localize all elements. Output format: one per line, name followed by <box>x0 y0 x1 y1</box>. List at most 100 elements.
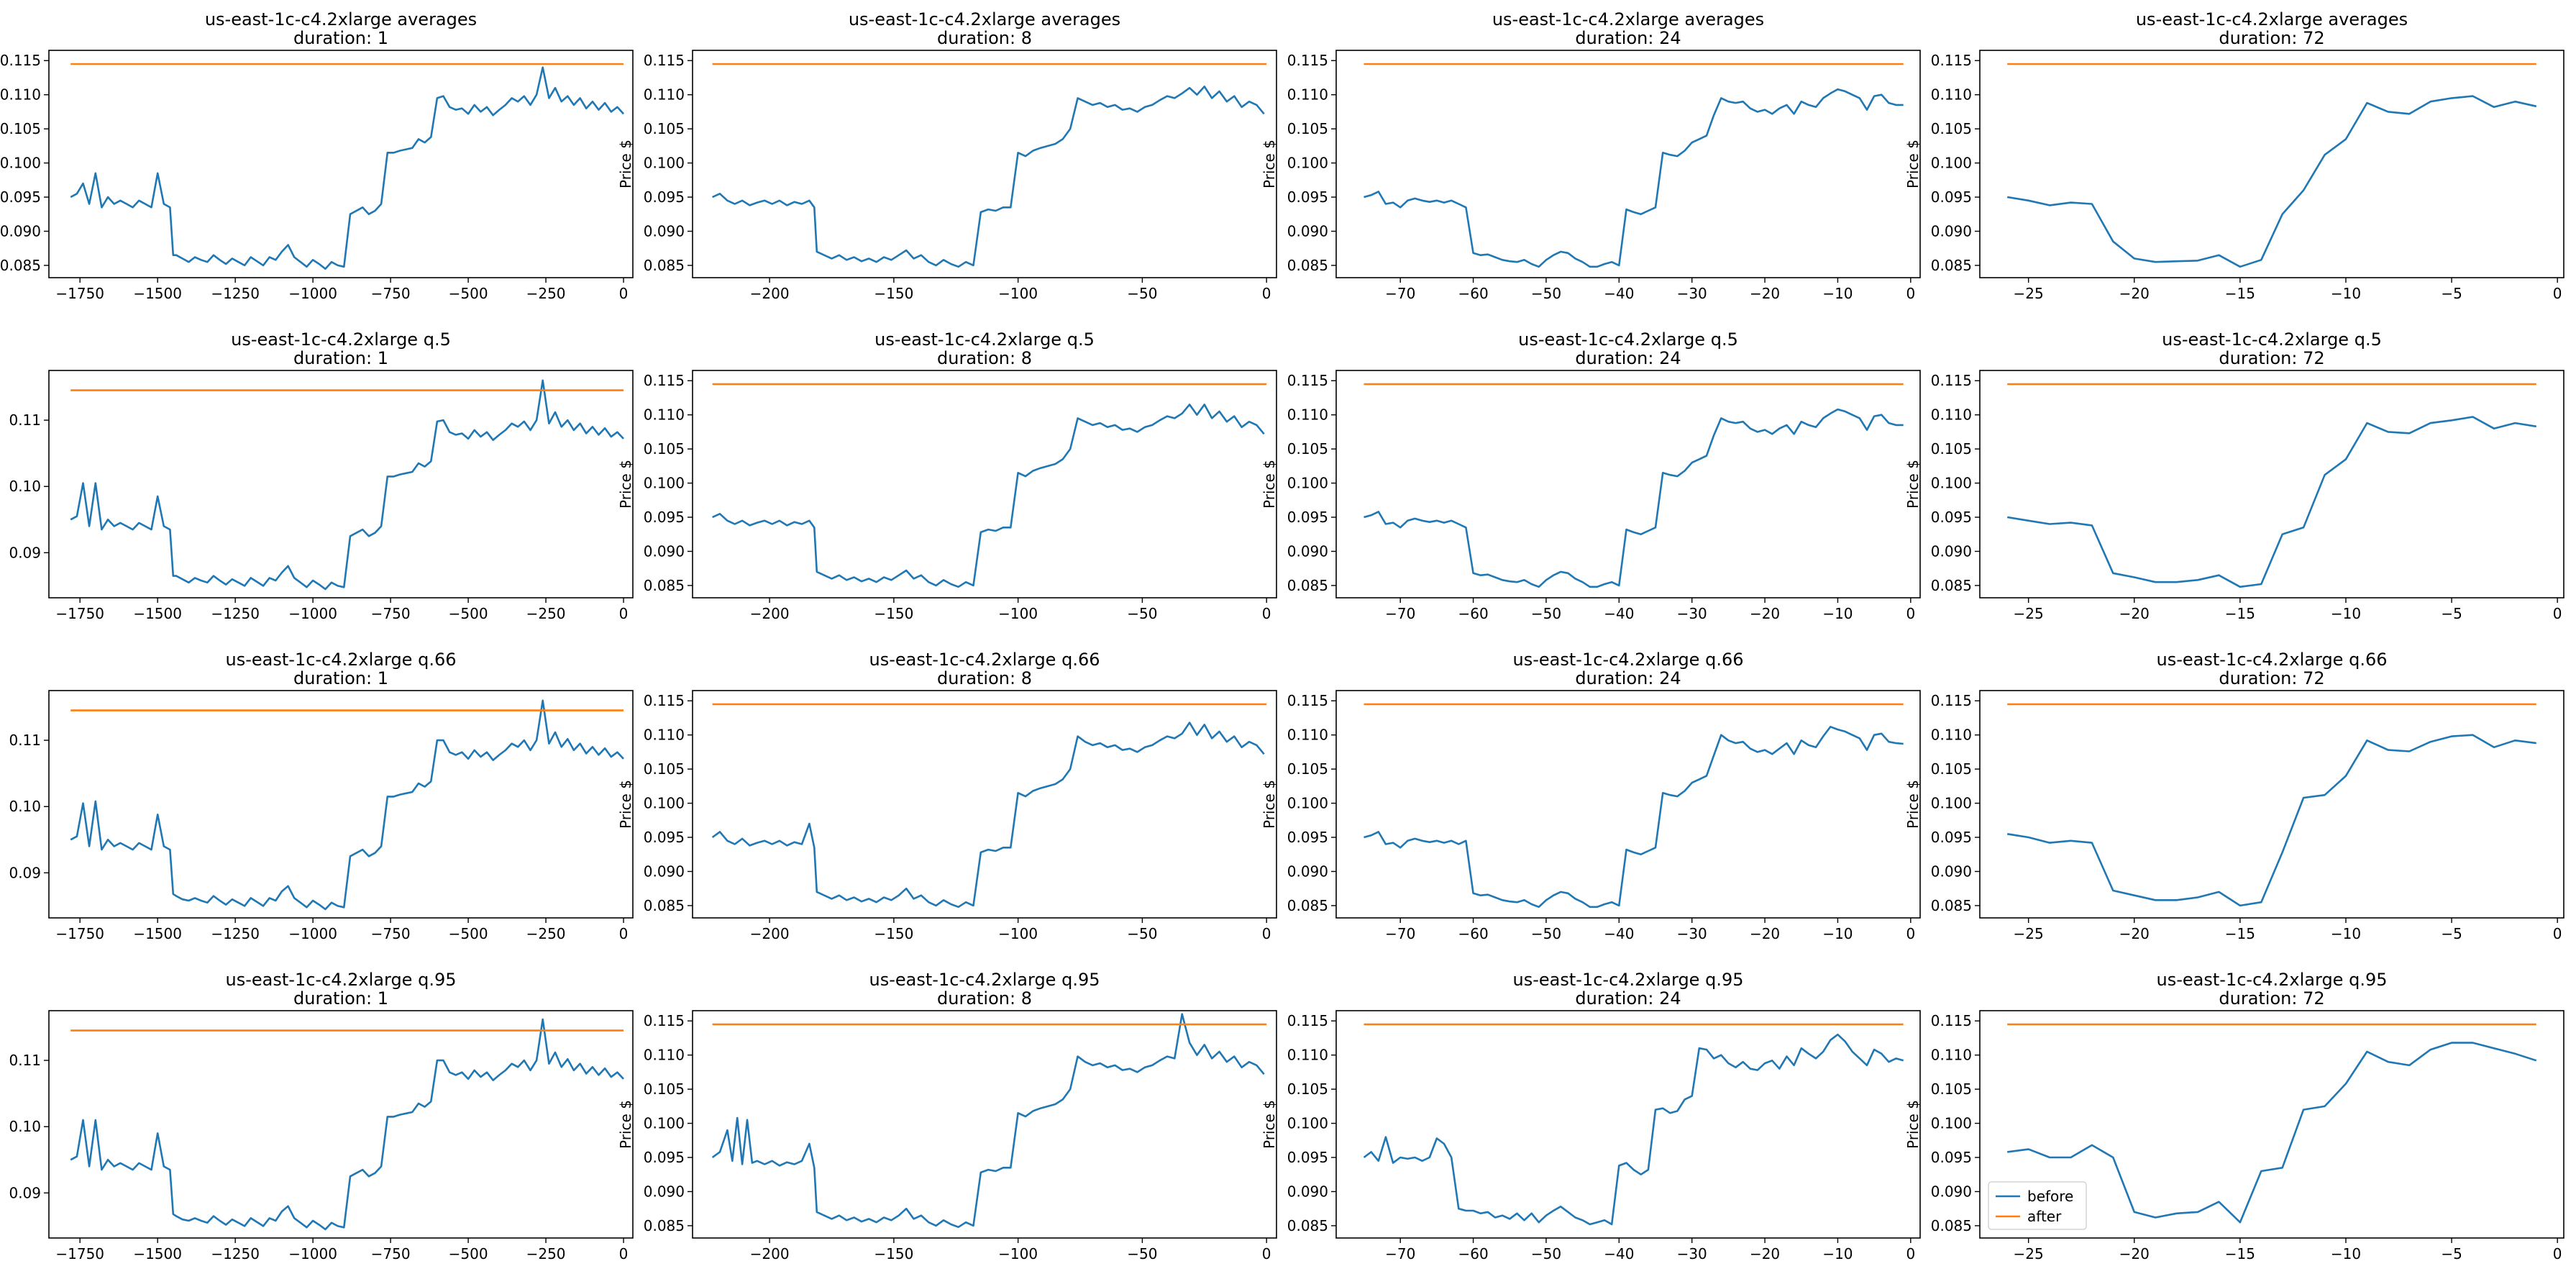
x-tick-label: −10 <box>2331 285 2361 302</box>
x-tick-label: 0 <box>1906 605 1915 622</box>
series-line-before <box>711 722 1265 909</box>
y-tick-label: 0.100 <box>1931 475 1972 492</box>
y-tick-label: 0.10 <box>9 478 41 495</box>
x-tick-label: −1000 <box>288 1245 337 1262</box>
y-tick-label: 0.110 <box>1287 1047 1328 1064</box>
subplot-title: us-east-1c-c4.2xlarge averages <box>1492 9 1764 29</box>
x-tick-label: −250 <box>526 285 566 302</box>
x-tick-label: −25 <box>2014 1245 2044 1262</box>
x-tick-label: −10 <box>2331 925 2361 942</box>
x-tick-label: −200 <box>750 285 790 302</box>
plot-frame <box>48 50 634 278</box>
x-tick-label: −15 <box>2225 925 2255 942</box>
y-tick-label: 0.100 <box>644 475 685 492</box>
x-tick-label: −25 <box>2014 285 2044 302</box>
y-tick-label: 0.095 <box>644 188 685 206</box>
series-line-before <box>2006 95 2537 268</box>
y-axis-label: Price $ <box>1261 1100 1278 1149</box>
y-tick-label: 0.090 <box>1931 862 1972 880</box>
y-tick-label: 0.105 <box>1287 760 1328 778</box>
x-tick-label: −60 <box>1458 1245 1488 1262</box>
subplot-subtitle: duration: 24 <box>1575 668 1681 688</box>
subplot-subtitle: duration: 8 <box>937 988 1032 1009</box>
x-tick-label: −200 <box>750 1245 790 1262</box>
y-tick-label: 0.110 <box>0 86 41 104</box>
series-line-before <box>70 1018 624 1231</box>
x-tick-label: −20 <box>2119 605 2150 622</box>
y-tick-label: 0.085 <box>644 897 685 914</box>
x-tick-label: −1750 <box>55 285 104 302</box>
y-tick-label: 0.090 <box>1931 222 1972 240</box>
plot-frame <box>1979 690 2564 919</box>
y-tick-label: 0.100 <box>644 795 685 812</box>
y-tick-label: 0.095 <box>0 188 41 206</box>
y-tick-label: 0.110 <box>644 406 685 424</box>
x-tick-label: 0 <box>1262 1245 1271 1262</box>
y-tick-label: 0.115 <box>1287 1012 1328 1029</box>
y-tick-label: 0.095 <box>1287 509 1328 526</box>
y-tick-label: 0.095 <box>644 509 685 526</box>
y-tick-label: 0.085 <box>1931 1217 1972 1234</box>
y-tick-label: 0.085 <box>1287 257 1328 274</box>
x-tick-label: −250 <box>526 605 566 622</box>
x-tick-label: −50 <box>1531 1245 1561 1262</box>
x-tick-label: −10 <box>1822 605 1853 622</box>
y-tick-label: 0.105 <box>0 120 41 137</box>
y-tick-label: 0.095 <box>644 829 685 846</box>
x-tick-label: −20 <box>2119 925 2150 942</box>
series-line-before <box>1364 88 1904 268</box>
subplot-subtitle: duration: 72 <box>2219 348 2324 368</box>
x-tick-label: −50 <box>1531 925 1561 942</box>
y-tick-label: 0.085 <box>1931 257 1972 274</box>
x-tick-label: 0 <box>1906 925 1915 942</box>
y-axis-label: Price $ <box>617 1100 634 1149</box>
x-tick-label: −25 <box>2014 925 2044 942</box>
x-tick-label: −150 <box>874 1245 913 1262</box>
x-tick-label: −1000 <box>288 605 337 622</box>
y-tick-label: 0.115 <box>644 1012 685 1029</box>
y-tick-label: 0.11 <box>9 732 41 749</box>
x-tick-label: −150 <box>874 285 913 302</box>
x-tick-label: −1750 <box>55 925 104 942</box>
plot-frame <box>692 1010 1277 1239</box>
y-tick-label: 0.11 <box>9 411 41 429</box>
y-tick-label: 0.090 <box>1287 1183 1328 1200</box>
x-tick-label: 0 <box>1262 925 1271 942</box>
x-tick-label: −25 <box>2014 605 2044 622</box>
x-tick-label: −100 <box>998 605 1038 622</box>
y-tick-label: 0.090 <box>1931 542 1972 560</box>
y-tick-label: 0.11 <box>9 1052 41 1069</box>
legend-label-after: after <box>2027 1208 2062 1225</box>
legend: before after <box>1988 1181 2087 1230</box>
subplot-subtitle: duration: 24 <box>1575 988 1681 1009</box>
subplot-title: us-east-1c-c4.2xlarge q.66 <box>226 650 457 670</box>
y-axis-label: Price $ <box>1261 140 1278 188</box>
x-tick-label: −5 <box>2441 1245 2462 1262</box>
y-tick-label: 0.085 <box>1287 1217 1328 1234</box>
subplot-subtitle: duration: 8 <box>937 348 1032 368</box>
y-tick-label: 0.110 <box>644 86 685 104</box>
x-tick-label: −1750 <box>55 605 104 622</box>
subplot-title: us-east-1c-c4.2xlarge q.5 <box>874 329 1095 350</box>
subplot-subtitle: duration: 8 <box>937 28 1032 48</box>
x-tick-label: 0 <box>2553 925 2562 942</box>
x-tick-label: −1000 <box>288 285 337 302</box>
plot-frame <box>1335 1010 1921 1239</box>
y-tick-label: 0.110 <box>1287 86 1328 104</box>
series-line-before <box>1364 725 1904 909</box>
x-tick-label: −50 <box>1127 285 1157 302</box>
y-tick-label: 0.115 <box>1931 372 1972 389</box>
y-tick-label: 0.085 <box>1287 897 1328 914</box>
x-tick-label: −100 <box>998 925 1038 942</box>
x-tick-label: −70 <box>1385 1245 1415 1262</box>
y-tick-label: 0.100 <box>1287 1115 1328 1132</box>
subplot-subtitle: duration: 72 <box>2219 668 2324 688</box>
x-tick-label: −20 <box>1750 1245 1780 1262</box>
plot-frame <box>48 690 634 919</box>
x-tick-label: −60 <box>1458 605 1488 622</box>
y-tick-label: 0.105 <box>1287 120 1328 137</box>
x-tick-label: −150 <box>874 605 913 622</box>
